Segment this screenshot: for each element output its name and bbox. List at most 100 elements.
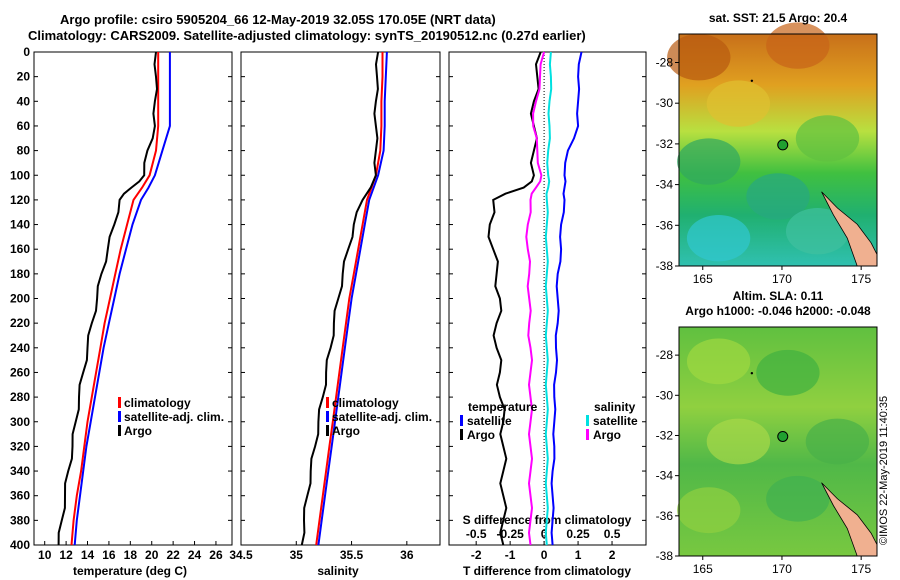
map-dot (750, 79, 754, 83)
legend-label-tdiff: satellite (467, 414, 512, 428)
legend-swatch-sdiff (586, 415, 589, 426)
map-patch (677, 487, 741, 534)
sla-map (675, 326, 878, 560)
sdiff-xtick-label: 0 (541, 527, 548, 541)
tdiff-xtick-label: -1 (505, 548, 516, 562)
depth-tick-label: 400 (10, 538, 30, 552)
map-ytick-label: -38 (656, 259, 674, 273)
depth-tick-label: 360 (10, 489, 30, 503)
depth-tick-label: 380 (10, 513, 30, 527)
series-s-satellite-diff (544, 51, 553, 546)
map-xtick-label: 165 (693, 562, 713, 576)
depth-tick-label: 0 (23, 45, 30, 59)
map-ytick-label: -28 (656, 55, 674, 69)
panel-frame-temperature (33, 51, 233, 546)
map-ytick-label: -30 (656, 96, 674, 110)
depth-tick-label: 160 (10, 242, 30, 256)
salinity-xtick-label: 34.5 (229, 548, 253, 562)
argo-location-marker (777, 430, 789, 442)
map-title: sat. SST: 21.5 Argo: 20.4 (709, 11, 848, 25)
sst-map (667, 22, 878, 270)
legend-label-tdiff: Argo (467, 428, 495, 442)
map-ytick-label: -38 (656, 549, 674, 563)
map-ytick-label: -36 (656, 509, 674, 523)
map-patch (746, 173, 810, 220)
figure-title-line2: Climatology: CARS2009. Satellite-adjuste… (28, 28, 586, 43)
depth-tick-label: 180 (10, 267, 30, 281)
legend-label-sdiff: satellite (593, 414, 638, 428)
map-patch (706, 80, 771, 127)
legend-label-temperature: Argo (124, 424, 152, 438)
depth-tick-label: 120 (10, 193, 30, 207)
map-patch (766, 22, 830, 69)
map-ytick-label: -32 (656, 428, 674, 442)
temperature-xtick-label: 26 (209, 548, 223, 562)
legend-label-salinity: Argo (332, 424, 360, 438)
depth-tick-label: 140 (10, 218, 30, 232)
map-xtick-label: 175 (851, 562, 871, 576)
map-patch (785, 208, 850, 255)
map-dot (750, 372, 754, 375)
map-ytick-label: -28 (656, 348, 674, 362)
salinity-xlabel: salinity (317, 564, 359, 578)
map-xtick-label: 165 (693, 272, 713, 286)
map-patch (677, 138, 741, 185)
depth-tick-label: 200 (10, 292, 30, 306)
depth-tick-label: 340 (10, 464, 30, 478)
legend-swatch-temperature (118, 411, 121, 422)
sdiff-xtick-label: -0.5 (466, 527, 487, 541)
salinity-xtick-label: 35 (290, 548, 304, 562)
salinity-xtick-label: 36 (400, 548, 414, 562)
depth-tick-label: 220 (10, 316, 30, 330)
depth-tick-label: 300 (10, 415, 30, 429)
legend-swatch-tdiff (460, 429, 463, 440)
temperature-xtick-label: 22 (166, 548, 180, 562)
tdiff-xtick-label: -2 (471, 548, 482, 562)
depth-tick-label: 240 (10, 341, 30, 355)
salinity-xtick-label: 35.5 (340, 548, 364, 562)
map-patch (805, 418, 870, 465)
sdiff-xtick-label: 0.25 (566, 527, 590, 541)
argo-location-marker (777, 139, 789, 151)
temperature-xtick-label: 12 (59, 548, 73, 562)
legend-swatch-temperature (118, 397, 121, 408)
legend-swatch-temperature (118, 425, 121, 436)
map-patch (686, 338, 751, 385)
depth-tick-label: 260 (10, 365, 30, 379)
depth-tick-label: 40 (17, 94, 31, 108)
map-xtick-label: 170 (772, 272, 792, 286)
depth-tick-label: 20 (17, 70, 31, 84)
series-s-argo-diff (525, 51, 546, 546)
legend-label-temperature: satellite-adj. clim. (124, 410, 224, 424)
depth-tick-label: 80 (17, 144, 31, 158)
temperature-xlabel: temperature (deg C) (73, 564, 187, 578)
series-satellite-salinity (317, 51, 388, 546)
map-xtick-label: 170 (772, 562, 792, 576)
depth-tick-label: 280 (10, 390, 30, 404)
temperature-xtick-label: 10 (38, 548, 52, 562)
legend-swatch-tdiff (460, 415, 463, 426)
legend-swatch-sdiff (586, 429, 589, 440)
map-frame (678, 326, 878, 557)
temperature-xtick-label: 24 (188, 548, 202, 562)
legend-swatch-salinity (326, 425, 329, 436)
series-satellite-temperature (73, 52, 171, 546)
map-ytick-label: -34 (656, 178, 674, 192)
tdiff-xlabel: T difference from climatology (463, 564, 631, 578)
legend-title-temperature-diff: temperature (468, 400, 538, 414)
map-ytick-label: -36 (656, 218, 674, 232)
figure-title-line1: Argo profile: csiro 5905204_66 12-May-20… (60, 12, 496, 27)
map-ytick-label: -34 (656, 469, 674, 483)
map-title: Altim. SLA: 0.11 (733, 289, 824, 303)
map-patch (686, 214, 751, 262)
tdiff-xtick-label: 2 (609, 548, 616, 562)
credit-text: ©IMOS 22-May-2019 11:40:35 (878, 395, 890, 545)
map-ytick-label: -32 (656, 137, 674, 151)
map-title: Argo h1000: -0.046 h2000: -0.048 (685, 304, 871, 318)
series-argo-salinity (300, 51, 380, 546)
panel-frame-salinity (240, 51, 441, 546)
depth-tick-label: 60 (17, 119, 31, 133)
legend-label-salinity: satellite-adj. clim. (332, 410, 432, 424)
temperature-xtick-label: 16 (102, 548, 116, 562)
map-frame (678, 33, 878, 267)
